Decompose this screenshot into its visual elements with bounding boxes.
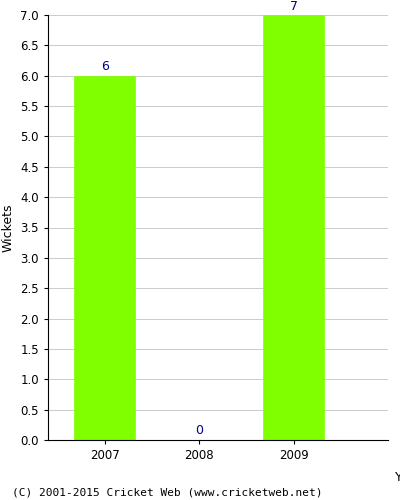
Text: 0: 0	[195, 424, 203, 437]
Text: 6: 6	[101, 60, 109, 74]
Bar	[263, 15, 324, 440]
Y-axis label: Wickets: Wickets	[2, 203, 15, 252]
Text: Year: Year	[395, 470, 400, 484]
Bar	[74, 76, 135, 440]
Text: 7: 7	[290, 0, 298, 12]
Text: (C) 2001-2015 Cricket Web (www.cricketweb.net): (C) 2001-2015 Cricket Web (www.cricketwe…	[12, 488, 322, 498]
